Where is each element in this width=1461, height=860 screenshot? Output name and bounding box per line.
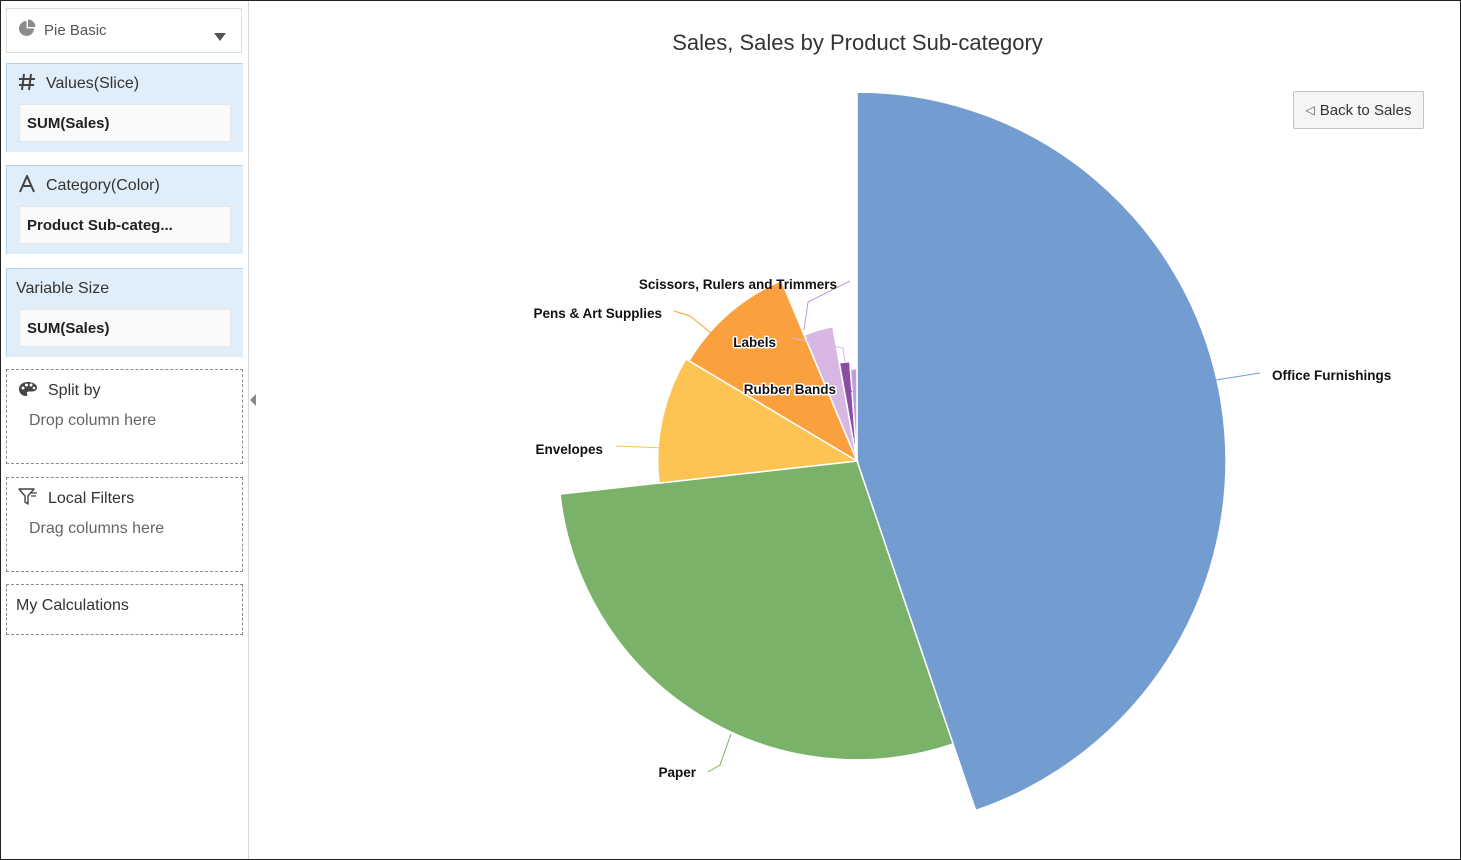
my-calculations-title: My Calculations (16, 597, 129, 614)
local-filters-title: Local Filters (48, 490, 135, 507)
back-to-sales-button[interactable]: ◁ Back to Sales (1293, 91, 1424, 129)
my-calculations-zone[interactable]: My Calculations (6, 584, 243, 635)
local-filters-placeholder: Drag columns here (29, 520, 165, 537)
slice-label: Envelopes (535, 442, 603, 457)
category-color-title: Category(Color) (46, 177, 160, 194)
visualization-type-selector[interactable]: Pie Basic (6, 8, 242, 53)
collapse-panel-icon[interactable] (249, 393, 257, 412)
leader-line (707, 733, 732, 773)
pie-slice-pens-art-supplies[interactable] (688, 279, 859, 463)
pie-slice-paper[interactable] (559, 460, 955, 761)
grammar-panel: Pie Basic Values(Slice) SUM(Sales) Categ… (1, 1, 249, 859)
palette-icon (18, 381, 38, 402)
back-to-sales-label: Back to Sales (1319, 101, 1412, 119)
attribute-a-icon (18, 173, 36, 198)
local-filters-zone[interactable]: Local Filters Drag columns here (6, 477, 243, 572)
visualization-type-label: Pie Basic (44, 22, 107, 39)
leader-line (846, 384, 853, 393)
category-color-pill[interactable]: Product Sub-categ... (19, 206, 231, 244)
leader-line (615, 445, 664, 449)
split-by-title: Split by (48, 382, 101, 399)
slice-label: Paper (658, 765, 696, 780)
leader-line (1215, 372, 1261, 381)
values-slice-pill[interactable]: SUM(Sales) (19, 104, 231, 142)
slice-label: Rubber Bands (744, 382, 836, 397)
leader-line (791, 337, 846, 363)
slice-label: Scissors, Rulers and Trimmers (639, 277, 837, 292)
variable-size-pill[interactable]: SUM(Sales) (19, 309, 231, 347)
filter-icon (18, 487, 38, 511)
back-triangle-icon: ◁ (1305, 103, 1315, 117)
values-slice-zone[interactable]: Values(Slice) SUM(Sales) (6, 63, 243, 152)
values-slice-title: Values(Slice) (46, 75, 140, 92)
slice-label: Labels (733, 335, 776, 350)
variable-size-title: Variable Size (16, 280, 110, 297)
hash-icon (18, 73, 36, 96)
chart-title: Sales, Sales by Product Sub-category (672, 30, 1043, 55)
leader-line (673, 310, 712, 334)
pie-chart-icon (17, 19, 36, 43)
variable-size-zone[interactable]: Variable Size SUM(Sales) (6, 268, 243, 357)
split-by-zone[interactable]: Split by Drop column here (6, 369, 243, 464)
slice-label: Pens & Art Supplies (533, 306, 662, 321)
slice-label: Office Furnishings (1272, 368, 1391, 383)
category-color-zone[interactable]: Category(Color) Product Sub-categ... (6, 165, 243, 254)
chevron-down-icon[interactable] (213, 28, 227, 46)
leader-line (803, 280, 851, 331)
split-by-placeholder: Drop column here (29, 412, 157, 429)
pie-slice-envelopes[interactable] (656, 357, 860, 484)
pie-slice-office-furnishings[interactable] (856, 91, 1227, 812)
pie-slice-rubber-bands[interactable] (838, 360, 858, 462)
pie-slice-labels[interactable] (803, 325, 858, 462)
